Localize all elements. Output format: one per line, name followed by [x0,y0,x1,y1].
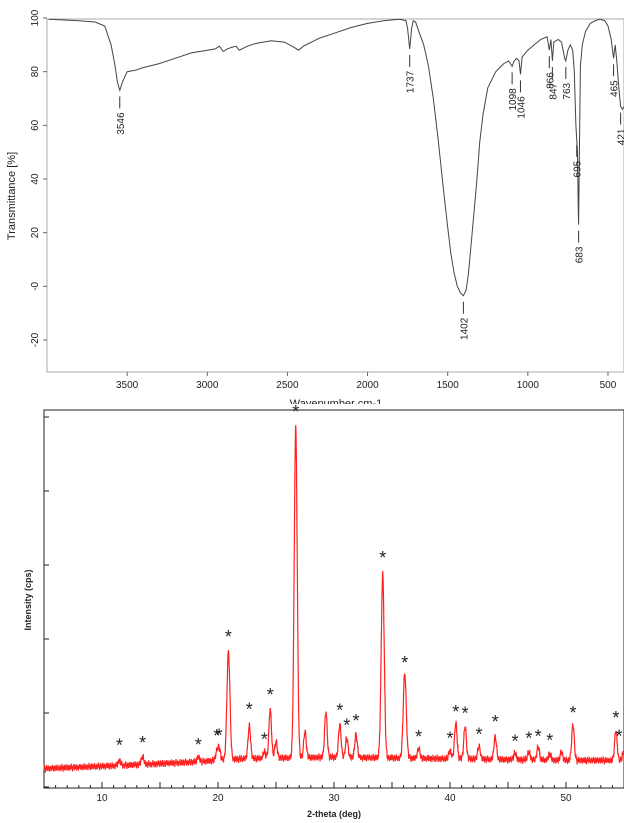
xrd-peak-marker: * [261,730,268,750]
xrd-peak-marker: * [569,703,576,723]
xrd-peak-marker: * [246,699,253,719]
ftir-annotation-label: 866 [545,72,556,89]
ftir-x-tick-label: 2000 [356,380,379,391]
xrd-peak-marker: * [343,716,350,736]
ftir-y-axis-label: Transmittance [%] [6,152,18,240]
xrd-peak-marker: * [546,731,553,751]
ftir-annotation-label: 1402 [459,317,470,340]
xrd-x-tick-label: 20 [212,793,224,804]
ftir-x-tick-label: 2500 [276,380,299,391]
ftir-series-line [48,18,624,297]
xrd-peak-marker: * [195,735,202,755]
xrd-peak-marker: * [225,627,232,647]
xrd-peak-marker: * [292,402,299,422]
ftir-annotation-label: 3546 [116,112,127,135]
xrd-chart: 10 20 30 40 50 * * * ********* **** ** **** * * ** ** … [23,402,624,819]
ftir-y-tick-label: 100 [30,9,41,26]
xrd-peak-marker: * [336,700,343,720]
ftir-plot-frame [46,18,624,373]
ftir-y-tick-label: 40 [30,173,41,185]
ftir-x-tick-label: 1500 [437,380,460,391]
xrd-peak-marker: * [216,725,223,745]
ftir-annotation-label: 465 [610,80,621,97]
xrd-peak-marker: * [612,708,619,728]
xrd-y-axis [44,416,49,788]
xrd-peak-marker: * [446,728,453,748]
ftir-x-tick-label: 3000 [196,380,219,391]
panel-gap [0,404,624,414]
xrd-peak-marker: * [535,726,542,746]
ftir-annotation-label: 1098 [508,88,519,111]
ftir-y-tick-label: 80 [30,66,41,78]
xrd-x-tick-label: 10 [96,793,108,804]
xrd-peak-marker: * [379,548,386,568]
xrd-peak-marker: * [213,726,220,746]
xrd-y-axis-label: Intensity (cps) [23,569,33,630]
ftir-annotation-label: 1046 [516,96,527,119]
ftir-y-axis: 100 80 60 40 20 -0 -20 [30,9,47,347]
xrd-peak-marker: * [492,712,499,732]
ftir-x-tick-label: 1000 [517,380,540,391]
ftir-annotation-label: 683 [575,246,586,263]
xrd-peak-marker: * [401,653,408,673]
xrd-peak-marker: * [267,685,274,705]
ftir-annotation-label: 421 [617,128,624,145]
xrd-peak-marker: * [452,702,459,722]
ftir-annotation-label: 763 [562,82,573,99]
xrd-peak-marker: * [475,725,482,745]
xrd-x-tick-label: 50 [560,793,572,804]
ftir-y-tick-label: 60 [30,119,41,131]
ftir-annotation-label: 1737 [406,70,417,93]
ftir-x-tick-label: 3500 [116,380,139,391]
xrd-peak-marker: * [615,726,622,746]
xrd-x-tick-label: 30 [328,793,340,804]
ftir-x-axis: 3500 3000 2500 2000 1500 1000 500 [116,372,617,391]
xrd-peak-marker: * [415,727,422,747]
xrd-x-axis: 10 20 30 40 50 [43,782,624,804]
ftir-annotation-label: 847 [548,82,559,99]
ftir-y-tick-label: -20 [30,332,41,347]
xrd-peak-marker: * [116,736,123,756]
xrd-peak-markers: * * * ********* **** ** **** * * ** ** [116,402,623,756]
xrd-peak-marker: * [462,704,469,724]
xrd-x-tick-label: 40 [444,793,456,804]
xrd-peak-marker: * [525,729,532,749]
xrd-peak-marker: * [139,733,146,753]
ftir-y-tick-label: 20 [30,227,41,239]
xrd-series-line [43,425,624,773]
ftir-y-tick-label: -0 [30,281,41,290]
ftir-x-tick-label: 500 [600,380,617,391]
xrd-peak-marker: * [353,711,360,731]
xrd-x-axis-label: 2-theta (deg) [307,809,361,819]
ftir-annotation-label: 695 [573,160,584,177]
xrd-peak-marker: * [511,732,518,752]
